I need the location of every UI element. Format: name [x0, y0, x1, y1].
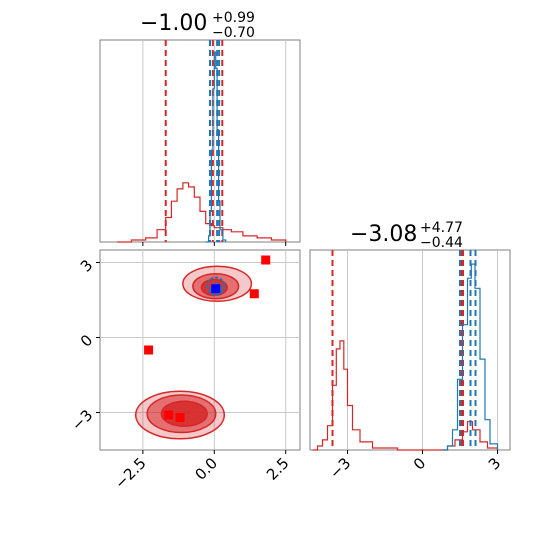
y-tick-label-0: 3 [77, 256, 96, 275]
marker-red-4 [175, 413, 185, 422]
panel-2d-x-ticks: −2.5 0.0 2.5 [111, 450, 293, 493]
panel-hist-param1-marks [117, 40, 287, 246]
marker-blue-0 [211, 284, 221, 294]
panel-hist-param1: −1.00 +0.99 −0.70 [99, 10, 301, 246]
hist-param2-title-sup: +4.77 [420, 220, 463, 236]
panel-2d-y-ticks: 3 0 −3 [68, 256, 100, 435]
panel-2d-param1-param2: −2.5 0.0 2.5 3 0 −3 [68, 249, 301, 493]
marker-red-3 [164, 410, 174, 420]
hist-param1-title-main: −1.00 [140, 11, 207, 36]
x-tick-label-0: −2.5 [111, 454, 149, 492]
panel-hist-param2: −3 0 3 −3.08 +4.77 −0.44 [309, 220, 511, 482]
y-tick-label-1: 0 [77, 331, 96, 350]
marker-red-0 [261, 255, 271, 265]
y-tick-label-2: −3 [68, 406, 96, 434]
panel-hist-param2-marks [312, 250, 499, 451]
histogram-blue [205, 51, 227, 243]
hist-param2-title-main: −3.08 [350, 222, 417, 247]
x-tick-label-1: 0.0 [192, 454, 222, 484]
hist-param2-tick-label-2: 3 [485, 454, 504, 473]
hist-param1-title-sub: −0.70 [212, 25, 255, 41]
panel-2d-marks [100, 250, 300, 450]
hist-param2-title-sub: −0.44 [420, 235, 463, 251]
histogram-red [117, 182, 287, 243]
histogram-blue [442, 263, 499, 451]
hist-param2-tick-label-0: −3 [326, 454, 354, 482]
marker-red-1 [249, 289, 259, 299]
panel-hist-param2-x-ticks: −3 0 3 [326, 450, 504, 482]
panel-hist-param1-title: −1.00 +0.99 −0.70 [140, 10, 255, 41]
x-tick-label-2: 2.5 [263, 454, 293, 484]
contour-blue-outer-6 [206, 276, 226, 296]
contour-blue-inner-7 [209, 282, 222, 296]
panel-hist-param2-title: −3.08 +4.77 −0.44 [350, 220, 463, 251]
marker-red-2 [144, 345, 154, 355]
hist-param2-tick-label-1: 0 [410, 454, 429, 473]
hist-param1-title-sup: +0.99 [212, 10, 255, 26]
